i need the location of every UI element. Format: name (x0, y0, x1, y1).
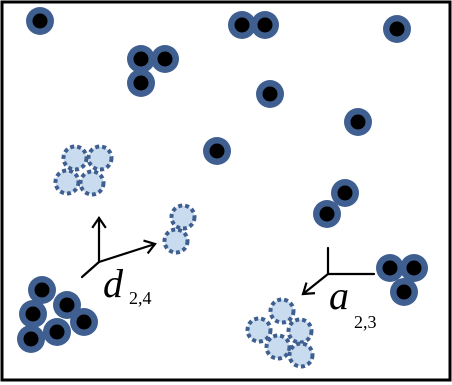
solid-particle (400, 254, 428, 282)
arrows-layer (80, 216, 376, 296)
ghost-particle (78, 169, 106, 197)
solid-particle (390, 278, 418, 306)
ghost-particle (264, 333, 292, 361)
solid-particle (53, 291, 81, 319)
ghost-particle (268, 297, 296, 325)
solid-particle (26, 7, 54, 35)
association-subscript: 2,3 (354, 312, 377, 332)
solid-particle (28, 276, 56, 304)
solid-particle (383, 15, 411, 43)
ghost-particle (162, 227, 190, 255)
dissociation-arrow-stub (80, 260, 101, 279)
solid-particle (19, 300, 47, 328)
dissociation-arrow-up-head (91, 216, 107, 229)
solid-particle (228, 11, 256, 39)
solid-particle (313, 200, 341, 228)
dissociation-label: d (103, 261, 124, 306)
solid-particle (331, 179, 359, 207)
solid-particle (43, 318, 71, 346)
solid-particle (70, 308, 98, 336)
solid-particle (251, 11, 279, 39)
solid-particle (256, 80, 284, 108)
solid-particle (203, 137, 231, 165)
association-label: a (329, 273, 349, 318)
solid-particle (127, 45, 155, 73)
solid-particle (376, 254, 404, 282)
association-arrow-shaft (301, 272, 330, 296)
dissociation-arrow-right-shaft (97, 242, 157, 264)
ghost-particles-layer (53, 144, 315, 369)
ghost-particle (286, 317, 314, 345)
solid-particle (127, 69, 155, 97)
solid-particle (344, 108, 372, 136)
ghost-particle (86, 144, 114, 172)
solid-particles-layer (17, 7, 428, 353)
solid-particle (151, 45, 179, 73)
solid-particle (17, 325, 45, 353)
ghost-particle (53, 168, 81, 196)
ghost-particle (169, 203, 197, 231)
ghost-particle (61, 144, 89, 172)
ghost-particle (245, 316, 273, 344)
dissociation-subscript: 2,4 (129, 288, 152, 308)
ghost-particle (287, 341, 315, 369)
dissociation-arrow-right-head (143, 239, 157, 255)
association-arrow-head (301, 282, 316, 296)
